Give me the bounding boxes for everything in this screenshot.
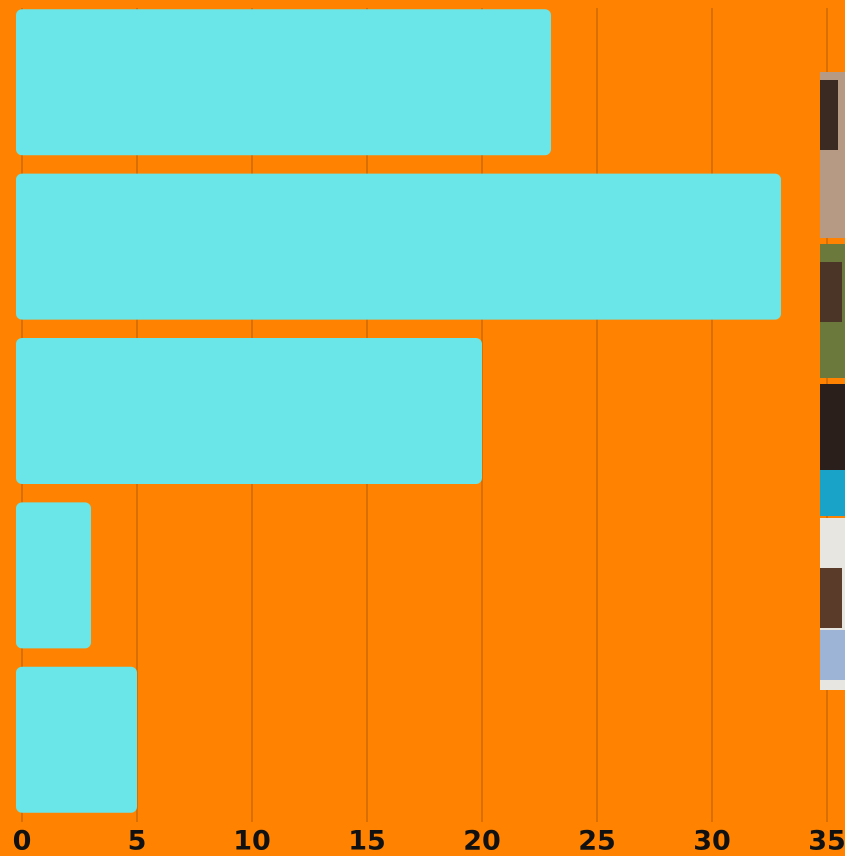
bar xyxy=(16,9,551,156)
x-tick-label: 5 xyxy=(128,826,147,856)
photo-strip xyxy=(820,72,845,690)
photo-detail xyxy=(820,568,842,628)
x-tick-label: 35 xyxy=(808,826,845,856)
bar xyxy=(16,338,482,484)
photo-detail xyxy=(820,630,845,680)
x-tick-label: 0 xyxy=(13,826,32,856)
photo-detail xyxy=(820,470,845,516)
bar xyxy=(16,502,91,649)
x-tick-label: 15 xyxy=(348,826,386,856)
x-tick-label: 30 xyxy=(693,826,731,856)
photo-detail xyxy=(820,262,842,322)
photo-detail xyxy=(820,80,838,150)
x-tick-label: 25 xyxy=(578,826,616,856)
x-tick-label: 10 xyxy=(233,826,271,856)
x-tick-label: 20 xyxy=(463,826,501,856)
bar xyxy=(16,173,781,320)
bar xyxy=(16,666,137,813)
